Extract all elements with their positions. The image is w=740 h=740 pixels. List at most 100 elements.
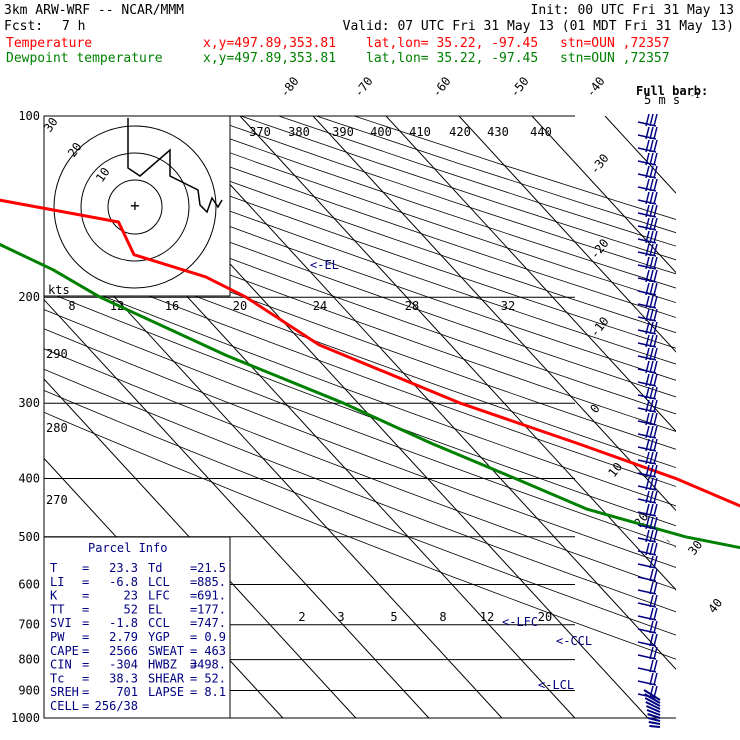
isotherm-line bbox=[166, 116, 676, 670]
pressure-tick-label: 700 bbox=[18, 618, 40, 632]
wind-barb bbox=[637, 667, 657, 673]
wind-barb-feather bbox=[653, 672, 658, 686]
dry-adiabat-line bbox=[44, 328, 676, 568]
mixing-ratio-line bbox=[721, 537, 740, 718]
wind-barb-feather bbox=[653, 594, 658, 608]
theta-e-tick-label: 430 bbox=[487, 125, 509, 139]
parcel-equals: = bbox=[190, 658, 197, 672]
wind-barb-feather bbox=[653, 490, 658, 504]
isotherm-tick-label: -80 bbox=[277, 74, 301, 100]
wind-barb-feather bbox=[653, 217, 658, 231]
wind-barb-feather bbox=[645, 542, 650, 556]
parcel-value: 52. bbox=[204, 671, 226, 685]
wind-barb-feather bbox=[649, 425, 654, 439]
isotherm-tick-label: -70 bbox=[351, 74, 375, 100]
wind-barb bbox=[645, 705, 661, 713]
wind-barb-feather bbox=[653, 503, 658, 517]
parcel-equals: = bbox=[82, 616, 89, 630]
parcel-key: YGP bbox=[148, 630, 170, 644]
wind-barb-feather bbox=[645, 516, 650, 530]
wind-barb-feather bbox=[653, 386, 658, 400]
parcel-value: 177. bbox=[197, 602, 226, 616]
isotherm-line bbox=[531, 116, 676, 274]
wind-barb-feather bbox=[649, 347, 654, 361]
isotherm-line bbox=[385, 116, 676, 432]
wind-barb-feather bbox=[649, 191, 654, 205]
hodograph-trace bbox=[127, 118, 223, 214]
wind-barb-feather bbox=[645, 386, 650, 400]
parcel-equals: = bbox=[190, 685, 197, 699]
wind-barb-feather bbox=[645, 191, 650, 205]
parcel-value: 2.79 bbox=[109, 630, 138, 644]
wind-barb-feather bbox=[645, 256, 650, 270]
wind-barb bbox=[649, 725, 661, 728]
wind-barb-feather bbox=[653, 646, 658, 660]
fcst-value: 7 h bbox=[62, 19, 85, 34]
wind-barb-feather bbox=[645, 451, 650, 465]
dry-adiabat-tick-label: 270 bbox=[46, 493, 68, 507]
pressure-tick-label: 400 bbox=[18, 471, 40, 485]
mixing-ratio-tick-label: 5 bbox=[390, 610, 397, 624]
parcel-key: LFC bbox=[148, 589, 170, 603]
parcel-key: K bbox=[50, 589, 58, 603]
wind-barb-feather bbox=[653, 399, 658, 413]
wind-barb bbox=[637, 563, 657, 569]
hodograph-ring-label: 10 bbox=[93, 165, 113, 185]
wind-barb bbox=[637, 615, 657, 621]
wind-barb-feather bbox=[645, 412, 650, 426]
parcel-value: 8.1 bbox=[204, 685, 226, 699]
wind-barb-feather bbox=[649, 373, 654, 387]
wind-barb-feather bbox=[649, 659, 654, 673]
wind-barb-feather bbox=[653, 269, 658, 283]
wind-barb-feather bbox=[653, 360, 658, 374]
wind-barb-feather bbox=[653, 295, 658, 309]
dry-adiabat-line bbox=[44, 171, 676, 398]
parcel-key: Td bbox=[148, 561, 162, 575]
parcel-key: CELL bbox=[50, 699, 79, 713]
wind-barb-feather bbox=[653, 568, 658, 582]
wind-barb-feather bbox=[653, 165, 658, 179]
wind-barb bbox=[637, 602, 657, 608]
wind-barb-feather bbox=[653, 152, 658, 166]
parcel-equals: = bbox=[82, 589, 89, 603]
parcel-value: 463 bbox=[204, 644, 226, 658]
wind-key-title: Full barb: bbox=[636, 84, 708, 98]
wind-barb-feather bbox=[653, 516, 658, 530]
legend-stn: stn=OUN ,72357 bbox=[560, 36, 670, 51]
wind-barb-feather bbox=[645, 503, 650, 517]
parcel-key: SWEAT bbox=[148, 644, 184, 658]
hodograph: + 10 20 30 kts bbox=[41, 115, 231, 297]
wind-barb-feather bbox=[653, 451, 658, 465]
parcel-key: SVI bbox=[50, 616, 72, 630]
wind-barb-feather bbox=[649, 308, 654, 322]
legend-xy: x,y=497.89,353.81 bbox=[203, 51, 336, 66]
wind-barb-feather bbox=[649, 126, 654, 140]
pressure-tick-label: 1000 bbox=[11, 711, 40, 725]
wind-barb-feather bbox=[653, 321, 658, 335]
wind-barb-feather bbox=[645, 464, 650, 478]
dry-adiabat-line bbox=[44, 203, 676, 432]
wind-barb-feather bbox=[653, 347, 658, 361]
wind-barb-feather bbox=[653, 126, 658, 140]
wind-barb-feather bbox=[649, 386, 654, 400]
wind-barb-feather bbox=[649, 581, 654, 595]
parcel-equals: = bbox=[190, 616, 197, 630]
wind-barb-feather bbox=[645, 282, 650, 296]
legend-temperature: Temperature x,y=497.89,353.81 lat,lon= 3… bbox=[6, 36, 670, 51]
lcl-marker: <-LCL bbox=[538, 678, 574, 692]
pressure-tick-label: 500 bbox=[18, 530, 40, 544]
mixing-ratio-tick-label: 2 bbox=[298, 610, 305, 624]
index-tick-label: 20 bbox=[233, 299, 247, 313]
mixing-ratio-line bbox=[662, 536, 676, 548]
wind-barb-feather bbox=[653, 373, 658, 387]
mixing-ratio-tick-label: 12 bbox=[480, 610, 494, 624]
wind-barb-feather bbox=[649, 412, 654, 426]
isotherm-line bbox=[44, 298, 430, 718]
parcel-key: SREH bbox=[50, 685, 79, 699]
wind-barb-feather bbox=[653, 113, 658, 127]
wind-barb-feather bbox=[653, 243, 658, 257]
wind-barb-feather bbox=[649, 438, 654, 452]
index-tick-label: 16 bbox=[165, 299, 179, 313]
isotherm-line bbox=[312, 116, 676, 512]
parcel-equals: = bbox=[190, 602, 197, 616]
